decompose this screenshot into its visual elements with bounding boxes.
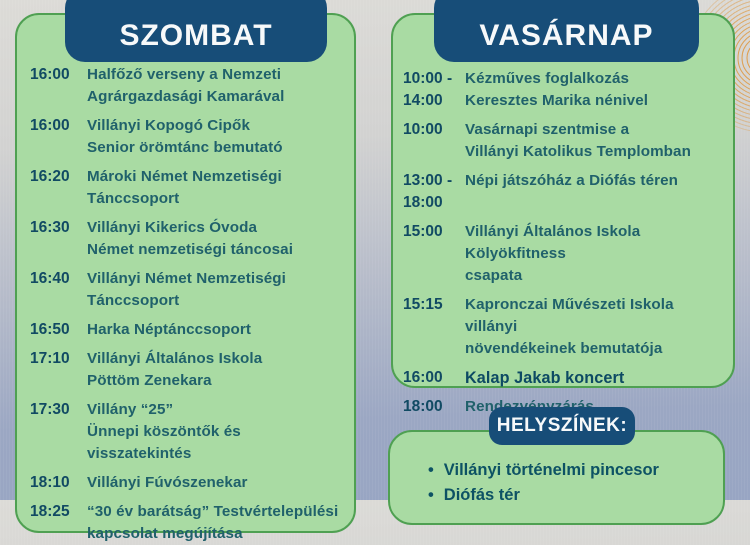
saturday-panel: SZOMBAT 16:00 Halfőző verseny a Nemzeti …: [15, 0, 356, 542]
schedule-row: 18:25 “30 év barátság” Testvértelepülési…: [30, 501, 346, 545]
event-description: Villányi Fúvószenekar: [87, 474, 248, 491]
venue-name: Villányi történelmi pincesor: [443, 461, 659, 479]
event-time: 16:40: [30, 270, 70, 287]
event-description: Harka Néptánccsoport: [87, 321, 252, 338]
venues-title: HELYSZÍNEK:: [496, 415, 628, 436]
event-time: 18:10: [30, 474, 70, 491]
event-time: 18:00: [403, 398, 443, 415]
event-description: Villány “25” Ünnepi köszöntők és visszat…: [87, 401, 241, 462]
sunday-title: VASÁRNAP: [479, 19, 654, 52]
event-description: “30 év barátság” Testvértelepülési kapcs…: [87, 503, 339, 542]
event-time: 16:20: [30, 168, 70, 185]
schedule-row: 16:00 Kalap Jakab koncert: [403, 367, 727, 389]
schedule-row: 16:00 Halfőző verseny a Nemzeti Agrárgaz…: [30, 64, 346, 108]
schedule-row: 15:00 Villányi Általános Iskola Kölyökfi…: [403, 221, 727, 287]
schedule-row: 16:00 Villányi Kopogó Cipők Senior örömt…: [30, 115, 346, 159]
venue-item: • Villányi történelmi pincesor: [428, 458, 713, 483]
event-description: Villányi Általános Iskola Pöttöm Zenekar…: [87, 350, 263, 389]
event-description: Villányi Német Nemzetiségi Tánccsoport: [87, 270, 286, 309]
event-description: Vasárnapi szentmise a Villányi Katolikus…: [465, 121, 691, 160]
event-time: 16:00: [30, 66, 70, 83]
event-description: Kapronczai Művészeti Iskola villányi növ…: [465, 296, 674, 357]
event-time: 10:00: [403, 121, 443, 138]
event-time: 16:30: [30, 219, 70, 236]
sunday-panel: VASÁRNAP 10:00 - 14:00 Kézműves foglalko…: [391, 0, 735, 415]
venue-name: Diófás tér: [443, 486, 520, 504]
event-time: 10:00 - 14:00: [403, 70, 453, 109]
venues-panel: HELYSZÍNEK: • Villányi történelmi pinceso…: [388, 407, 725, 525]
schedule-row: 16:50 Harka Néptánccsoport: [30, 319, 346, 341]
event-description: Villányi Kikerics Óvoda Német nemzetiség…: [87, 219, 294, 258]
event-time: 13:00 - 18:00: [403, 172, 453, 211]
event-description: Villányi Általános Iskola Kölyökfitness …: [465, 223, 641, 284]
event-description: Kalap Jakab koncert: [465, 369, 625, 387]
event-time: 15:15: [403, 296, 443, 313]
event-time: 16:00: [403, 369, 443, 386]
event-time: 15:00: [403, 223, 443, 240]
schedule-row: 17:30 Villány “25” Ünnepi köszöntők és v…: [30, 399, 346, 465]
schedule-row: 16:40 Villányi Német Nemzetiségi Tánccso…: [30, 268, 346, 312]
schedule-row: 16:30 Villányi Kikerics Óvoda Német nemz…: [30, 217, 346, 261]
bullet-icon: •: [428, 461, 434, 479]
event-time: 17:10: [30, 350, 70, 367]
event-time: 17:30: [30, 401, 70, 418]
venue-item: • Diófás tér: [428, 483, 713, 508]
sunday-header: VASÁRNAP: [434, 0, 699, 62]
saturday-event-list: 16:00 Halfőző verseny a Nemzeti Agrárgaz…: [17, 15, 354, 545]
event-description: Kézműves foglalkozás Keresztes Marika né…: [465, 70, 649, 109]
venues-header: HELYSZÍNEK:: [489, 407, 635, 445]
schedule-row: 15:15 Kapronczai Művészeti Iskola villán…: [403, 294, 727, 360]
event-description: Halfőző verseny a Nemzeti Agrárgazdasági…: [87, 66, 285, 105]
event-time: 16:00: [30, 117, 70, 134]
saturday-header: SZOMBAT: [65, 0, 327, 62]
schedule-row: 17:10 Villányi Általános Iskola Pöttöm Z…: [30, 348, 346, 392]
sunday-event-list: 10:00 - 14:00 Kézműves foglalkozás Keres…: [393, 15, 733, 418]
saturday-title: SZOMBAT: [119, 19, 273, 52]
event-time: 18:25: [30, 503, 70, 520]
schedule-row: 10:00 Vasárnapi szentmise a Villányi Kat…: [403, 119, 727, 163]
event-description: Mároki Német Nemzetiségi Tánccsoport: [87, 168, 282, 207]
schedule-row: 13:00 - 18:00 Népi játszóház a Diófás té…: [403, 170, 727, 214]
event-description: Villányi Kopogó Cipők Senior örömtánc be…: [87, 117, 283, 156]
bullet-icon: •: [428, 486, 434, 504]
schedule-row: 16:20 Mároki Német Nemzetiségi Tánccsopo…: [30, 166, 346, 210]
schedule-row: 18:10 Villányi Fúvószenekar: [30, 472, 346, 494]
event-description: Népi játszóház a Diófás téren: [465, 172, 679, 189]
schedule-row: 10:00 - 14:00 Kézműves foglalkozás Keres…: [403, 68, 727, 112]
event-time: 16:50: [30, 321, 70, 338]
